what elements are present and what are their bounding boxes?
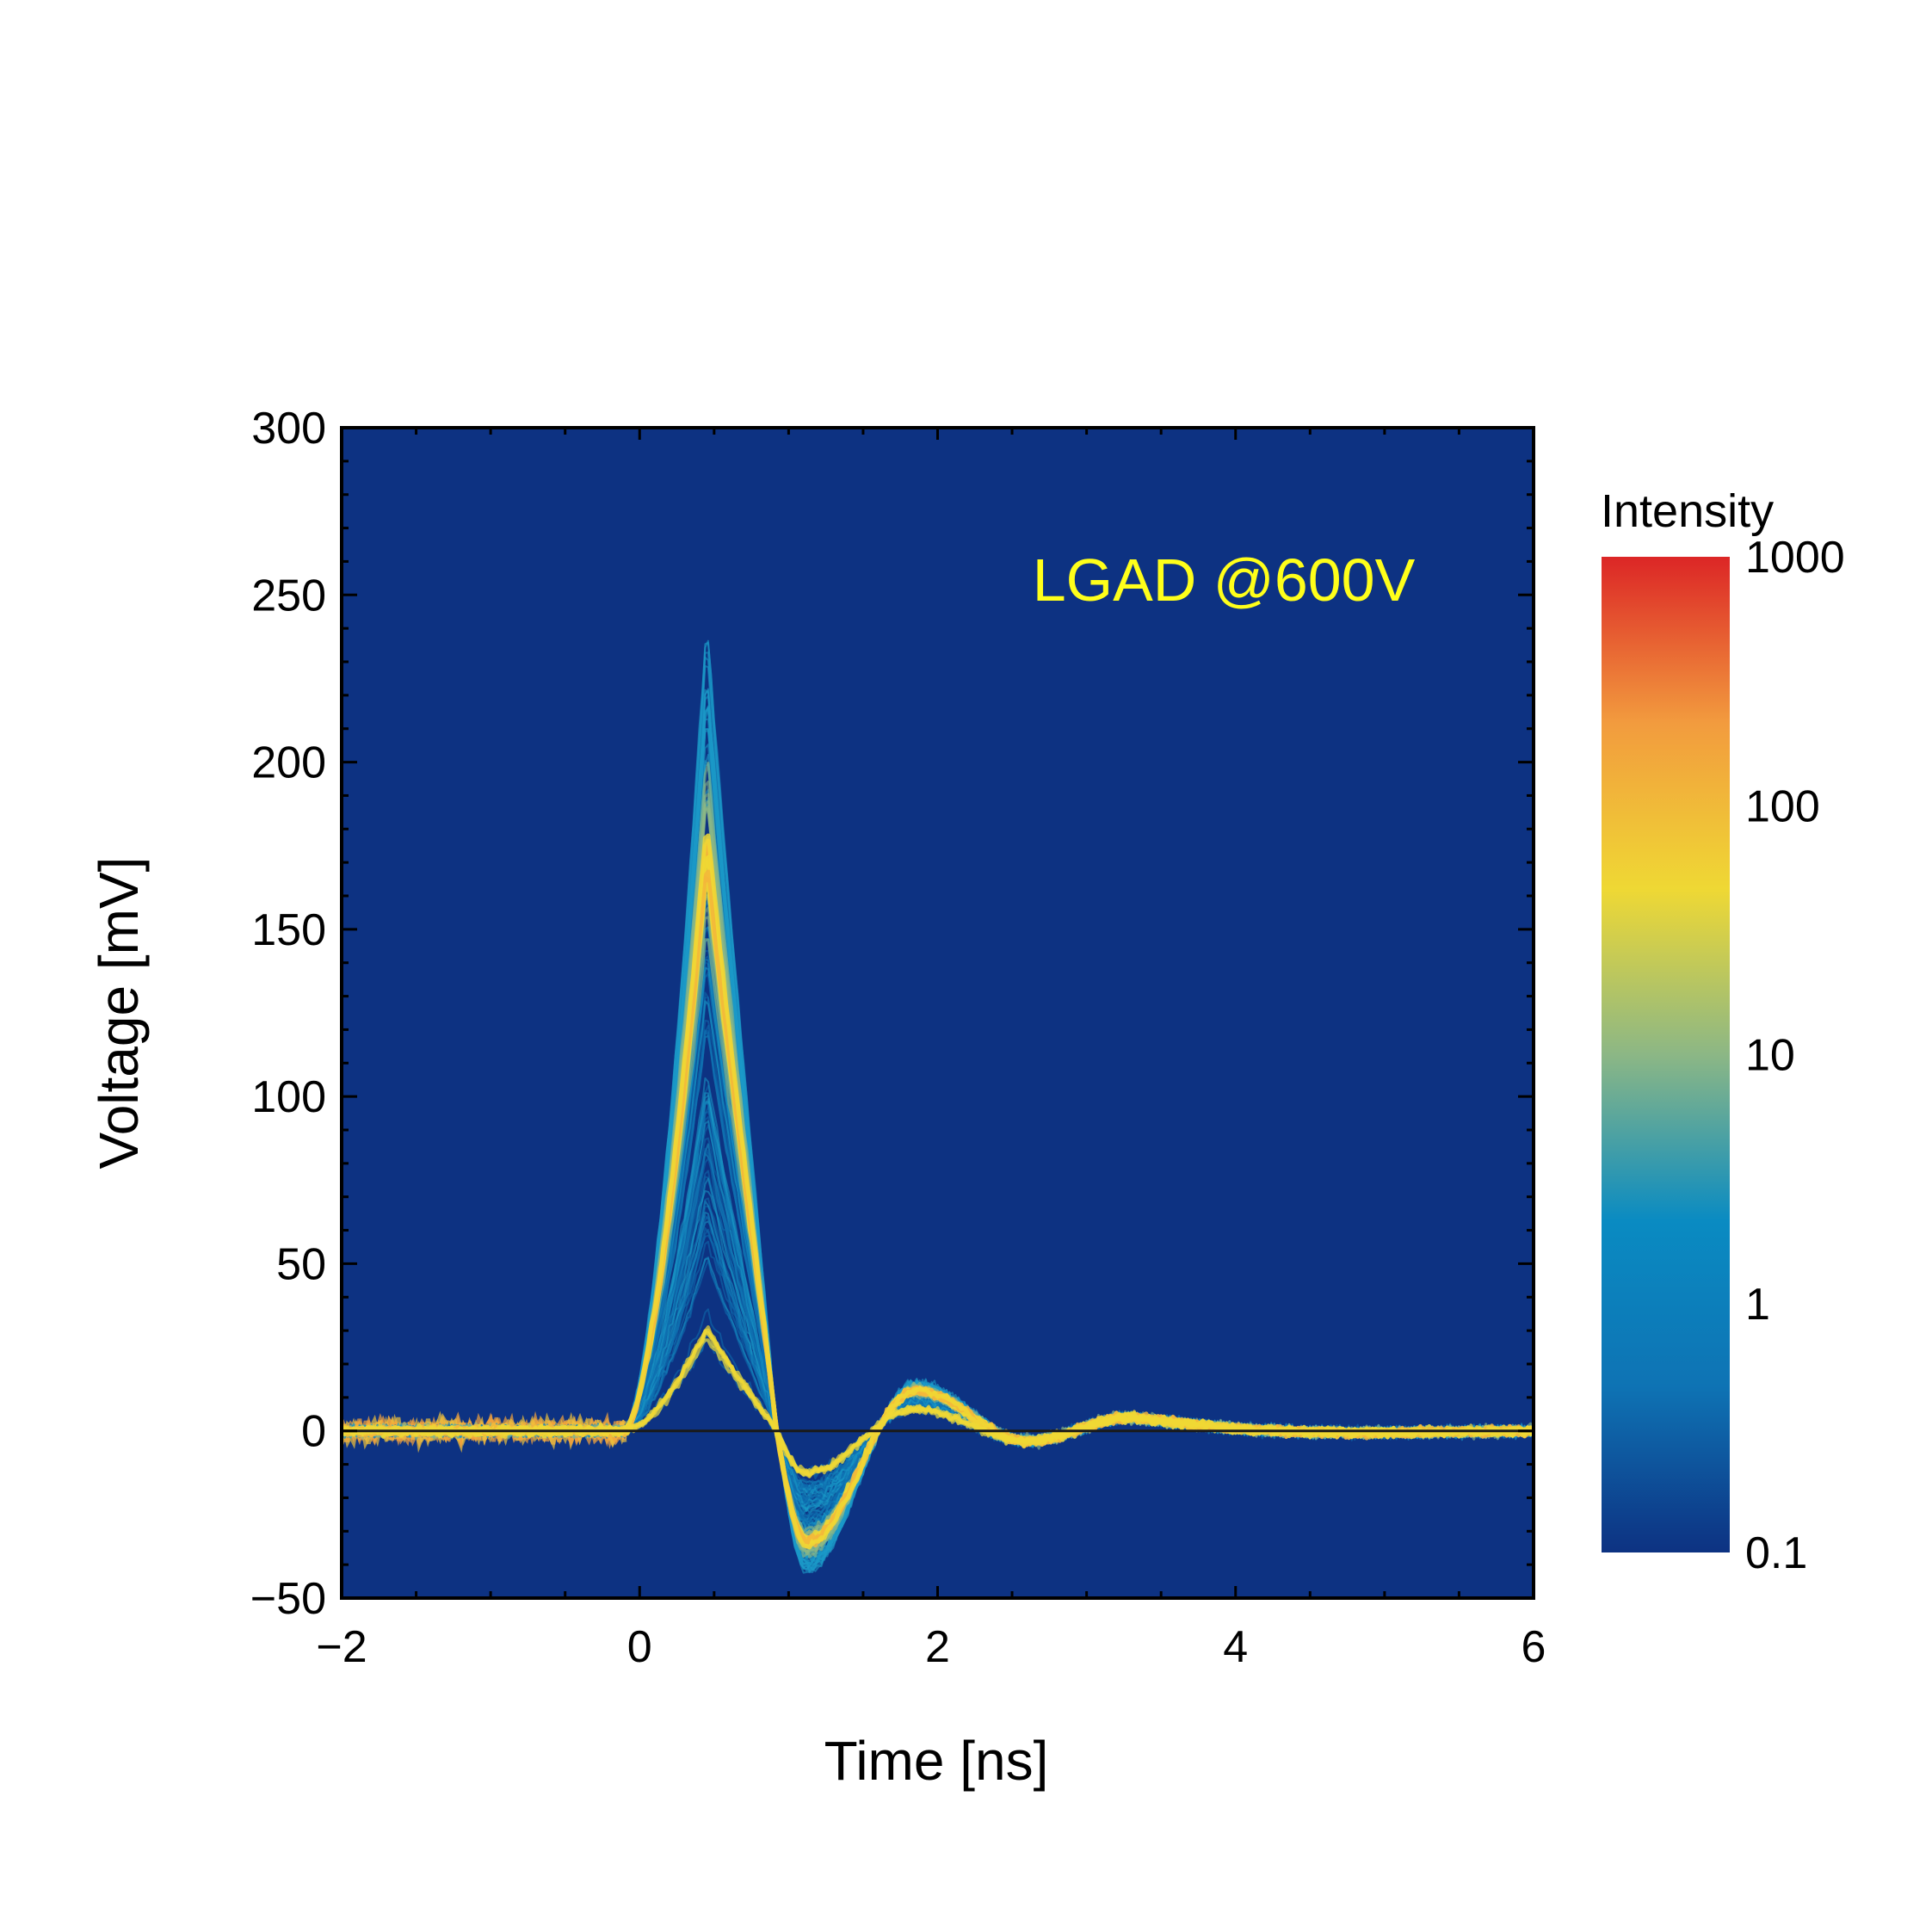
- device-annotation: LGAD @600V: [1033, 546, 1416, 614]
- colorbar-tick-label: 1000: [1745, 533, 1845, 583]
- y-tick-label: 250: [251, 571, 326, 620]
- y-tick-label: 200: [251, 738, 326, 788]
- x-axis-title: Time [ns]: [824, 1730, 1049, 1792]
- colorbar-tick-label: 100: [1745, 781, 1820, 831]
- colorbar-scale: [1602, 557, 1730, 1552]
- colorbar-tick-label: 1: [1745, 1280, 1770, 1330]
- y-tick-label: 50: [276, 1239, 326, 1289]
- y-tick-labels: −50 0 50 100 150 200 250 300: [250, 404, 326, 1624]
- colorbar-tick-label: 10: [1745, 1031, 1795, 1081]
- colorbar-tick-label: 0.1: [1745, 1528, 1807, 1578]
- x-tick-label: 2: [925, 1622, 950, 1672]
- axis-ticks: [340, 426, 1535, 1600]
- x-tick-label: −2: [316, 1622, 367, 1672]
- colorbar-title: Intensity: [1601, 485, 1774, 537]
- y-tick-label: 300: [251, 404, 326, 454]
- x-tick-label: 4: [1223, 1622, 1248, 1672]
- x-tick-labels: −2 0 2 4 6: [316, 1622, 1546, 1672]
- x-tick-label: 6: [1522, 1622, 1546, 1672]
- y-tick-label: 150: [251, 905, 326, 955]
- y-tick-label: 0: [301, 1407, 326, 1457]
- colorbar: Intensity 1000 100 10 1 0.1: [1601, 485, 1845, 1578]
- x-tick-label: 0: [627, 1622, 652, 1672]
- y-tick-label: 100: [251, 1072, 326, 1122]
- colorbar-tick-labels: 1000 100 10 1 0.1: [1745, 533, 1845, 1578]
- y-tick-label: −50: [250, 1574, 326, 1624]
- y-axis-title: Voltage [mV]: [88, 857, 150, 1170]
